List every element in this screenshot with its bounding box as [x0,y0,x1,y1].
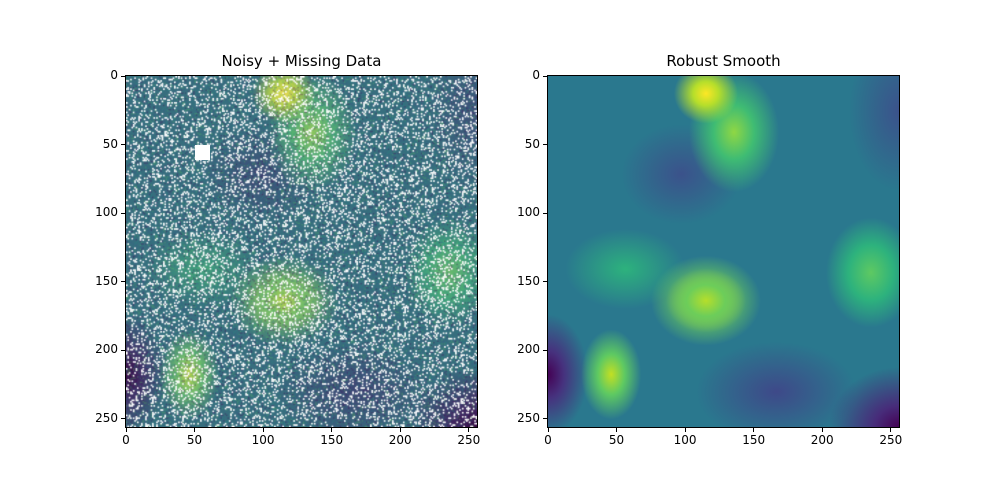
y-tick-label: 250 [95,410,118,425]
x-tick-mark [468,428,470,432]
x-tick-mark [331,428,333,432]
missing-data-block [194,144,210,160]
x-tick-mark [547,428,549,432]
y-tick-label: 0 [532,68,540,82]
y-tick-label: 200 [95,342,118,357]
x-tick-label: 150 [742,433,766,447]
y-tick-mark [543,75,547,77]
x-tick-label: 100 [251,433,275,447]
y-tick-mark [121,212,125,214]
x-tick-mark [262,428,264,432]
x-tick-mark [684,428,686,432]
x-tick-mark [753,428,755,432]
y-tick-label: 100 [517,205,540,220]
x-tick-label: 250 [879,433,903,447]
x-tick-label: 50 [186,433,203,447]
x-tick-label: 100 [673,433,697,447]
y-tick-mark [121,75,125,77]
y-tick-mark [543,349,547,351]
x-tick-mark [194,428,196,432]
y-tick-label: 150 [95,273,118,288]
y-tick-mark [543,212,547,214]
heatmap-axes-smooth [547,75,900,428]
y-tick-mark [121,144,125,146]
heatmap-axes-noisy [125,75,478,428]
y-tick-mark [121,418,125,420]
x-tick-label: 200 [388,433,412,447]
x-tick-mark [616,428,618,432]
y-tick-label: 250 [517,410,540,425]
y-tick-label: 200 [517,342,540,357]
chart-title-smooth: Robust Smooth [666,52,781,70]
x-tick-label: 150 [320,433,344,447]
y-tick-label: 0 [110,68,118,82]
y-tick-mark [121,349,125,351]
y-tick-label: 50 [102,136,118,151]
y-tick-label: 150 [517,273,540,288]
chart-title-noisy: Noisy + Missing Data [221,52,382,70]
panel-noisy: Noisy + Missing Data 0 50 100 150 200 250 0 50 1… [95,52,481,447]
y-tick-mark [543,281,547,283]
x-tick-label: 250 [457,433,481,447]
y-tick-mark [543,418,547,420]
y-tick-label: 50 [524,136,540,151]
x-tick-label: 0 [122,433,130,447]
x-tick-label: 200 [810,433,834,447]
x-tick-mark [821,428,823,432]
y-tick-mark [543,144,547,146]
heatmap-smooth [548,76,899,427]
y-tick-mark [121,281,125,283]
x-tick-mark [125,428,127,432]
x-tick-label: 0 [544,433,552,447]
missing-data-mask [126,76,477,427]
x-tick-label: 50 [608,433,625,447]
x-tick-mark [399,428,401,432]
x-tick-mark [890,428,892,432]
y-tick-label: 100 [95,205,118,220]
